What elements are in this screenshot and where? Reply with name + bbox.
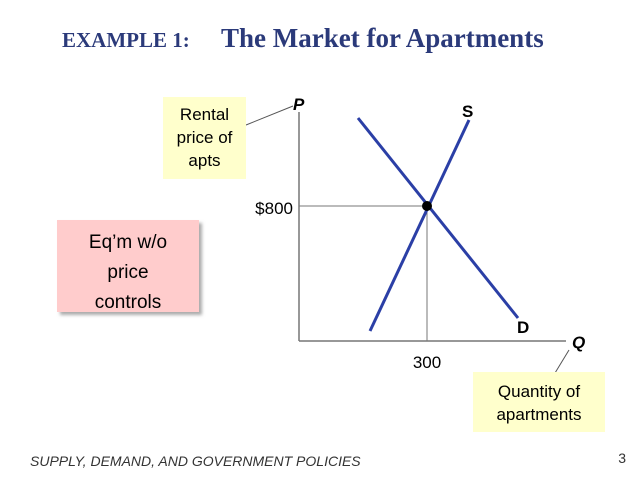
leader-line xyxy=(554,349,570,374)
note-box xyxy=(57,220,199,312)
callout-box xyxy=(163,97,246,179)
text-line: controls xyxy=(95,292,162,313)
page-number: 3 xyxy=(618,450,626,466)
supply-curve xyxy=(368,119,471,332)
text-line: apartments xyxy=(496,405,581,424)
equilibrium-point xyxy=(422,201,432,211)
text-line: price xyxy=(107,262,148,283)
text-line: Quantity of xyxy=(498,382,580,401)
quantity-label: 300 xyxy=(413,353,441,372)
text-line: Eq’m w/o xyxy=(89,232,167,253)
title-prefix: EXAMPLE 1: xyxy=(62,28,190,52)
text-line: apts xyxy=(188,151,220,170)
demand-curve xyxy=(356,117,520,319)
supply-label: S xyxy=(462,102,473,121)
footer-text: SUPPLY, DEMAND, AND GOVERNMENT POLICIES xyxy=(30,453,361,469)
callout-box xyxy=(473,372,605,432)
title-main: The Market for Apartments xyxy=(221,23,544,53)
x-axis-label: Q xyxy=(572,333,585,352)
text-line: Rental xyxy=(180,105,229,124)
leader-line xyxy=(245,105,294,126)
demand-label: D xyxy=(517,318,529,337)
price-label: $800 xyxy=(255,199,293,218)
y-axis-label: P xyxy=(293,95,305,114)
text-line: price of xyxy=(177,128,233,147)
